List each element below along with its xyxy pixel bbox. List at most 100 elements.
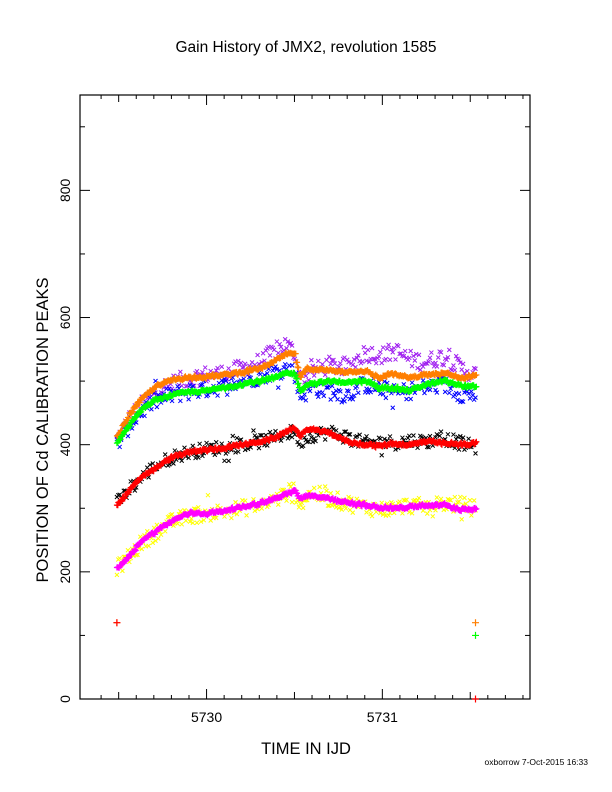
cross-marker bbox=[346, 494, 351, 500]
cross-marker bbox=[154, 404, 160, 410]
cross-marker bbox=[354, 496, 360, 502]
cross-marker bbox=[309, 357, 314, 363]
cross-marker bbox=[471, 365, 477, 371]
cross-marker bbox=[446, 497, 452, 503]
cross-marker bbox=[362, 436, 368, 442]
cross-marker bbox=[438, 350, 444, 355]
cross-marker bbox=[245, 446, 251, 452]
cross-marker bbox=[438, 496, 444, 502]
cross-marker bbox=[195, 455, 201, 460]
cross-marker bbox=[434, 431, 440, 437]
cross-marker bbox=[275, 502, 281, 508]
cross-marker bbox=[401, 353, 407, 359]
cross-marker bbox=[452, 494, 458, 500]
cross-marker bbox=[166, 386, 172, 392]
cross-marker bbox=[257, 371, 263, 377]
cross-marker bbox=[178, 398, 183, 404]
cross-marker bbox=[273, 428, 278, 434]
cross-marker bbox=[139, 546, 145, 552]
series-4 bbox=[113, 349, 480, 440]
cross-marker bbox=[310, 439, 316, 445]
cross-marker bbox=[205, 392, 211, 398]
cross-marker bbox=[427, 387, 433, 393]
cross-marker bbox=[187, 382, 193, 388]
cross-marker bbox=[460, 361, 466, 367]
cross-marker bbox=[408, 348, 414, 354]
cross-marker bbox=[175, 383, 180, 389]
cross-marker bbox=[337, 504, 343, 510]
cross-marker bbox=[179, 458, 185, 464]
cross-marker bbox=[200, 453, 205, 459]
cross-marker bbox=[322, 372, 328, 378]
cross-marker bbox=[171, 461, 176, 466]
cross-marker bbox=[222, 458, 227, 464]
cross-marker bbox=[285, 339, 291, 344]
cross-marker bbox=[452, 367, 458, 373]
cross-marker bbox=[349, 394, 354, 399]
cross-marker bbox=[412, 358, 418, 363]
plus-marker bbox=[473, 383, 480, 390]
cross-marker bbox=[311, 485, 317, 491]
cross-marker bbox=[296, 504, 302, 510]
cross-marker bbox=[382, 436, 387, 442]
plus-marker bbox=[113, 619, 121, 627]
cross-marker bbox=[369, 345, 375, 351]
cross-marker bbox=[424, 511, 430, 516]
cross-marker bbox=[147, 462, 153, 468]
cross-marker bbox=[300, 396, 306, 401]
cross-marker bbox=[434, 364, 440, 369]
cross-marker bbox=[253, 435, 259, 440]
cross-marker bbox=[154, 522, 160, 528]
cross-marker bbox=[117, 444, 123, 450]
cross-marker bbox=[303, 397, 309, 403]
cross-marker bbox=[315, 358, 321, 364]
cross-marker bbox=[190, 443, 196, 449]
cross-marker bbox=[284, 345, 289, 351]
cross-marker bbox=[342, 429, 347, 435]
cross-marker bbox=[366, 359, 372, 365]
cross-marker bbox=[395, 343, 401, 349]
cross-marker bbox=[200, 369, 205, 375]
plus-marker bbox=[125, 415, 132, 422]
series-5 bbox=[113, 369, 480, 447]
cross-marker bbox=[335, 397, 340, 402]
cross-marker bbox=[229, 515, 234, 521]
plus-marker bbox=[472, 619, 480, 627]
cross-marker bbox=[274, 367, 280, 372]
cross-marker bbox=[339, 399, 345, 405]
chart-title: Gain History of JMX2, revolution 1585 bbox=[175, 39, 436, 56]
cross-marker bbox=[453, 353, 459, 359]
cross-marker bbox=[337, 360, 343, 366]
cross-marker bbox=[393, 357, 398, 362]
plus-marker bbox=[131, 546, 138, 553]
cross-marker bbox=[219, 441, 225, 447]
plus-marker bbox=[294, 429, 301, 436]
cross-marker bbox=[213, 439, 219, 445]
cross-marker bbox=[215, 365, 220, 371]
cross-marker bbox=[278, 344, 284, 350]
cross-marker bbox=[198, 519, 204, 525]
cross-marker bbox=[234, 511, 240, 517]
cross-marker bbox=[448, 386, 454, 392]
cross-marker bbox=[416, 352, 422, 358]
cross-marker bbox=[201, 517, 207, 523]
cross-marker bbox=[469, 389, 474, 394]
cross-marker bbox=[429, 350, 434, 355]
cross-marker bbox=[451, 432, 456, 437]
cross-marker bbox=[332, 393, 338, 399]
cross-marker bbox=[466, 436, 471, 442]
cross-marker bbox=[406, 355, 412, 361]
plus-marker bbox=[292, 350, 299, 357]
cross-marker bbox=[355, 353, 361, 358]
cross-marker bbox=[289, 499, 295, 505]
cross-marker bbox=[194, 520, 200, 526]
cross-marker bbox=[169, 398, 175, 404]
cross-marker bbox=[267, 353, 273, 358]
cross-marker bbox=[463, 501, 469, 507]
cross-marker bbox=[411, 433, 416, 438]
cross-marker bbox=[457, 360, 463, 365]
cross-marker bbox=[404, 497, 409, 503]
cross-marker bbox=[471, 397, 477, 403]
cross-marker bbox=[179, 521, 185, 527]
